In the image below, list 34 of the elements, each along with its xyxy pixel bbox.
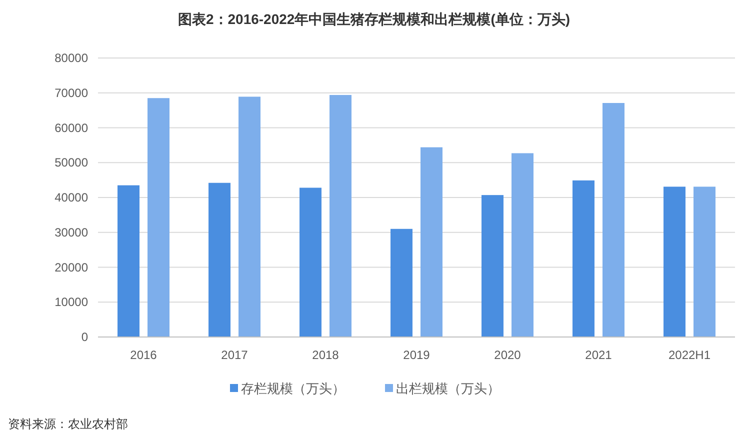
bar [602, 102, 624, 337]
bar [148, 98, 170, 337]
y-tick-label: 60000 [54, 120, 88, 135]
y-tick-label: 70000 [54, 86, 88, 100]
bar [482, 195, 504, 337]
x-tick-label: 2017 [221, 348, 248, 362]
bar [330, 94, 352, 337]
y-tick-label: 30000 [54, 225, 88, 240]
bar [694, 186, 716, 337]
x-tick-label: 2021 [585, 348, 612, 362]
bar [572, 180, 594, 337]
bar [300, 188, 322, 337]
y-tick-label: 50000 [54, 156, 88, 170]
bar [664, 186, 686, 337]
y-tick-label: 20000 [54, 260, 88, 274]
x-tick-label: 2016 [130, 348, 158, 362]
x-tick-label: 2022H1 [668, 348, 711, 362]
chart-title: 图表2：2016-2022年中国生猪存栏规模和出栏规模(单位：万头) [178, 11, 570, 27]
bar [512, 153, 534, 337]
bar [208, 182, 230, 337]
legend-label: 存栏规模（万头） [241, 381, 345, 396]
y-tick-label: 0 [81, 330, 88, 344]
bar [118, 185, 140, 337]
bar [420, 147, 442, 337]
text: 资料来源：农业农村部 [8, 417, 128, 431]
y-tick-label: 40000 [54, 190, 88, 204]
x-tick-label: 2019 [403, 348, 430, 362]
bar [390, 228, 412, 337]
y-tick-label: 10000 [54, 295, 88, 310]
bar [238, 96, 260, 337]
x-tick-label: 2020 [494, 348, 522, 362]
legend-label: 出栏规模（万头） [396, 381, 500, 396]
x-tick-label: 2018 [312, 348, 340, 362]
y-tick-label: 80000 [54, 51, 88, 65]
